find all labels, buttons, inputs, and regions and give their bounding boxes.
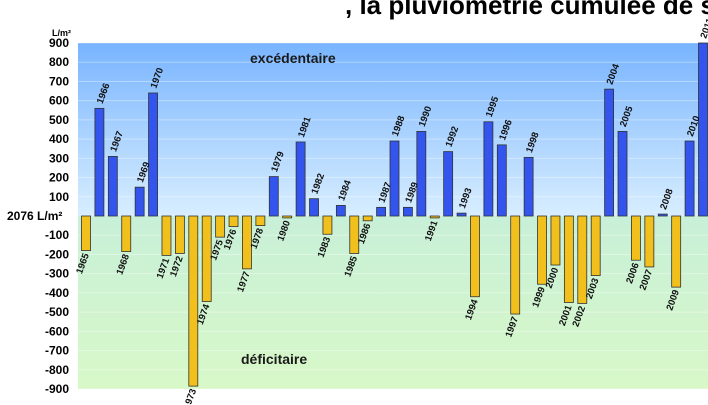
year-label-2011: 2011	[698, 16, 708, 40]
y-tick-label: -800	[45, 363, 69, 377]
bar-1975	[215, 215, 226, 238]
bar-1976	[228, 215, 239, 227]
bar-1990	[416, 131, 427, 217]
bar-1970	[148, 92, 158, 217]
bar-1985	[349, 215, 360, 254]
bar-1995	[483, 121, 494, 217]
y-tick-label: -400	[45, 286, 69, 300]
bar-1969	[134, 186, 145, 217]
bar-2000	[550, 215, 561, 266]
y-tick-label: -600	[45, 324, 69, 338]
bar-1978	[255, 215, 266, 227]
bar-1971	[161, 215, 172, 256]
bar-2005	[617, 131, 628, 217]
bar-2003	[590, 215, 601, 276]
y-tick-label: 900	[49, 36, 69, 50]
bar-1966	[94, 107, 105, 217]
bar-1998	[523, 156, 534, 217]
bar-973	[188, 215, 199, 387]
bar-1983	[322, 215, 333, 235]
bar-1981	[295, 141, 306, 217]
bar-1974	[201, 215, 212, 302]
bar-1993	[456, 212, 467, 217]
bar-1989	[403, 206, 413, 217]
y-tick-label: 300	[49, 151, 69, 165]
bar-2008	[657, 213, 668, 217]
bar-1996	[496, 144, 507, 217]
bar-2010	[684, 140, 695, 217]
y-tick-label: -500	[45, 305, 69, 319]
bar-1984	[335, 205, 346, 217]
y-tick-label: 700	[49, 74, 69, 88]
y-tick-label: -300	[45, 267, 69, 281]
y-tick-label: 600	[49, 94, 69, 108]
bar-2011	[698, 42, 708, 217]
y-tick-label: -700	[45, 344, 69, 358]
bar-1968	[121, 215, 132, 252]
y-tick-label: -100	[45, 228, 69, 242]
bar-1988	[389, 140, 400, 217]
y-tick-label: 400	[49, 132, 69, 146]
bar-1992	[443, 151, 454, 217]
bar-1997	[510, 215, 521, 315]
deficit-zone-label: déficitaire	[241, 351, 307, 367]
bar-1980	[282, 215, 293, 219]
partial-title: , la pluviométrie cumulée de septembre	[345, 0, 708, 20]
y-tick-label: 500	[49, 113, 69, 127]
year-label-973: 973	[183, 387, 199, 405]
bar-1987	[376, 206, 386, 217]
y-tick-label: 200	[49, 171, 69, 185]
y-unit-label: L/m²	[52, 28, 71, 38]
bar-1982	[309, 198, 319, 217]
bar-2009	[671, 215, 682, 288]
bar-2006	[631, 215, 641, 261]
bar-1967	[107, 156, 118, 217]
bar-2007	[644, 215, 655, 268]
gridlines	[78, 42, 708, 390]
bar-1991	[429, 215, 440, 219]
bar-2001	[563, 215, 574, 303]
y-tick-label: -200	[45, 247, 69, 261]
deficit-zone-background	[78, 216, 708, 389]
baseline-label: 2076 L/m²	[7, 209, 62, 223]
bars-group	[81, 42, 708, 387]
y-tick-labels-group: 900 800 700 600 500 400 300 200 100 -100 -200 -300 -…	[45, 36, 69, 396]
bar-1972	[174, 215, 185, 254]
y-tick-label: 800	[49, 55, 69, 69]
bar-1999	[537, 215, 547, 285]
bar-1977	[242, 215, 252, 270]
bar-1965	[81, 215, 91, 251]
y-tick-label: 100	[49, 190, 69, 204]
bar-2004	[604, 88, 615, 217]
bar-2002	[577, 215, 588, 304]
bar-1979	[268, 176, 279, 217]
surplus-zone-label: excédentaire	[250, 50, 336, 66]
bar-1994	[470, 215, 480, 298]
y-tick-label: -900	[45, 382, 69, 396]
bar-1986	[362, 215, 373, 222]
